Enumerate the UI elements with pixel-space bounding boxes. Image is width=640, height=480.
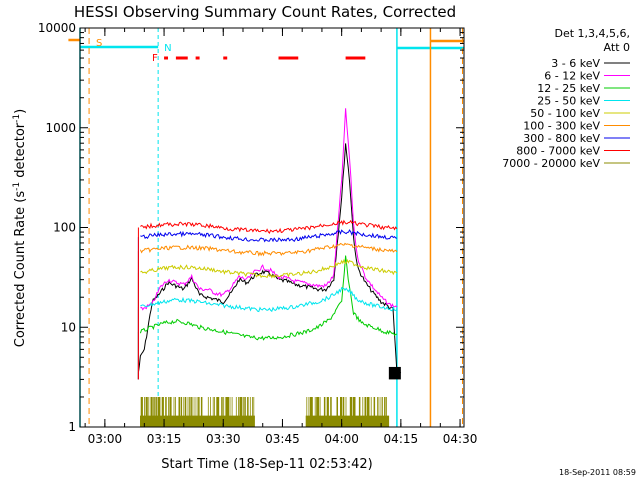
legend-label-3-6-kev: 3 - 6 keV [551,57,600,70]
x-tick-label-0345: 03:45 [265,432,300,446]
y-tick-label-10: 10 [61,320,76,334]
series-3-6-kev-line [137,143,402,374]
y-tick-label-1: 1 [68,420,76,434]
y-axis: 1 10 100 1000 10000 [38,21,464,434]
x-tick-label-0330: 03:30 [206,432,241,446]
series-800-7000-kev-line [140,219,398,235]
observing-flags: S NF [68,28,464,427]
legend-label-12-25-kev: 12 - 25 keV [537,82,600,95]
plot-frame [79,27,465,428]
x-tick-label-0415: 04:15 [384,432,419,446]
lowband-trace-2 [305,397,390,427]
legend-header-line1: Det 1,3,4,5,6, [554,27,630,40]
night-flag-label: N [164,43,171,54]
legend-label-300-800-kev: 300 - 800 keV [523,132,600,145]
x-axis: 03:00 03:15 03:30 03:45 04:00 04:15 04:30 [84,28,478,446]
legend-label-7000-20000-kev: 7000 - 20000 keV [502,157,600,170]
x-tick-label-0300: 03:00 [88,432,123,446]
series-25-50-kev-line [140,286,398,313]
x-tick-label-0315: 03:15 [147,432,182,446]
legend-label-25-50-kev: 25 - 50 keV [537,95,600,108]
series-100-300-kev-line [139,242,398,257]
saa-flag-label: S [96,38,102,49]
x-axis-label: Start Time (18-Sep-11 02:53:42) [161,457,372,472]
x-tick-label-0430: 04:30 [443,432,478,446]
y-axis-label: Corrected Count Rate (s-1 detector-1) [12,109,28,347]
chart-title: HESSI Observing Summary Count Rates, Cor… [74,3,456,21]
x-tick-label-0400: 04:00 [324,432,359,446]
series-50-100-kev-line [140,258,398,279]
y-tick-label-10000: 10000 [38,21,76,35]
y-tick-label-1000: 1000 [45,121,76,135]
flare-flag-label: F [152,53,158,64]
series-12-25-kev-line [139,255,397,341]
series-7000-20000-kev-trace [140,397,390,427]
footer-timestamp: 18-Sep-2011 08:59 [559,468,636,477]
legend-label-6-12-kev: 6 - 12 keV [544,70,600,83]
series-3-6-kev-end-block [388,366,401,380]
lowband-trace-1 [140,397,255,427]
legend-label-100-300-kev: 100 - 300 keV [523,120,600,133]
series-lines [137,108,402,380]
series-300-800-kev-line [140,229,398,243]
series-6-12-kev-line [140,108,398,311]
legend-header-line2: Att 0 [604,41,630,54]
legend-label-800-7000-kev: 800 - 7000 keV [516,145,600,158]
y-tick-label-100: 100 [53,221,76,235]
legend-label-50-100-kev: 50 - 100 keV [530,107,600,120]
